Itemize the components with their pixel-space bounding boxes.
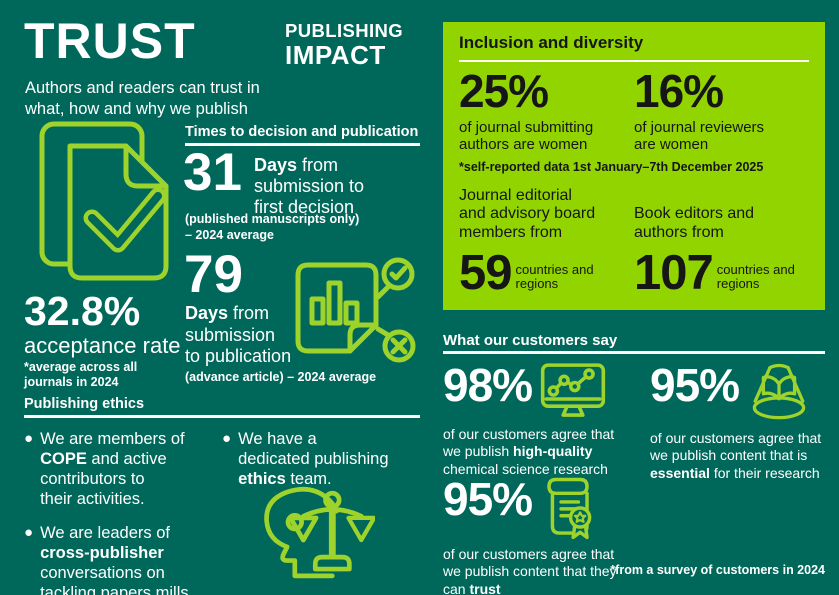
stat-first-decision: 31 Days from submission to first decisio… [183, 143, 365, 219]
program-line1: PUBLISHING [285, 20, 404, 41]
customer-stat-value: 95% [443, 473, 533, 525]
stat-authors-women: 25% of journal submitting authors are wo… [459, 68, 634, 154]
certificate-icon [540, 476, 596, 540]
customer-stat-value: 95% [650, 359, 740, 411]
page-tagline: Authors and readers can trust in what, h… [25, 79, 260, 118]
first-decision-note: (published manuscripts only) – 2024 aver… [185, 212, 360, 243]
inclusion-stats-row: 25% of journal submitting authors are wo… [459, 68, 809, 154]
reach-value: 59 [459, 245, 513, 300]
bullet-dot-icon: ● [24, 430, 34, 447]
publication-value: 79 [184, 245, 243, 304]
acceptance-rate-value: 32.8% [24, 288, 141, 334]
ethics-bullet-text: We are leaders of cross-publisher conver… [40, 523, 194, 595]
book-spotlight-icon [747, 362, 811, 424]
inclusion-leads-row: Journal editorial and advisory board mem… [459, 187, 809, 243]
program-line2: IMPACT [285, 39, 386, 70]
page-title: TRUST [24, 13, 196, 69]
ethics-bullet-text: We are members of COPE and active contri… [40, 430, 185, 509]
ethics-bullet-cope: ● We are members of COPE and active cont… [24, 429, 219, 510]
customer-stat-value: 98% [443, 359, 533, 411]
ethics-bullets-column-1: ● We are members of COPE and active cont… [24, 429, 219, 595]
reach-unit: countries and regions [716, 261, 795, 292]
stat-value: 16% [634, 65, 724, 117]
inclusion-footnote: *self-reported data 1st January–7th Dece… [459, 159, 764, 174]
inclusion-diversity-panel: Inclusion and diversity 25% of journal s… [443, 22, 825, 310]
ethics-section-heading: Publishing ethics [24, 396, 145, 412]
customer-stat-caption: of our customers agree that we publish c… [443, 546, 617, 595]
customer-stat-caption: of our customers agree that we publish c… [650, 430, 822, 481]
customer-stat-high-quality: 98% of our customers agree that we publi… [443, 362, 648, 478]
first-decision-label: Days from submission to first decision [253, 155, 365, 218]
customer-stat-top: 95% [650, 362, 830, 424]
customer-stat-trust: 95% of our customers agree that we publi… [443, 476, 648, 595]
times-section-rule [185, 143, 420, 146]
first-decision-value: 31 [183, 143, 242, 202]
bullet-dot-icon: ● [24, 523, 34, 541]
reach-value: 107 [634, 245, 714, 300]
ethics-section-rule [24, 415, 420, 418]
times-section-heading: Times to decision and publication [185, 124, 419, 140]
ethics-bullets-column-2: ● We have a dedicated publishing ethics … [222, 429, 407, 502]
bullet-dot-icon: ● [222, 430, 232, 447]
stat-reviewers-women: 16% of journal reviewers are women [634, 68, 809, 154]
publication-note: (advance article) – 2024 average [185, 370, 377, 384]
report-review-icon [288, 253, 418, 368]
inclusion-reach-row: 59 countries and regions 107 countries a… [459, 245, 809, 300]
reach-lead-journal: Journal editorial and advisory board mem… [459, 186, 596, 241]
ethics-bullet-cross-publisher: ● We are leaders of cross-publisher conv… [24, 523, 219, 595]
customer-stat-top: 95% [443, 476, 648, 540]
ethics-head-scales-icon [247, 477, 375, 581]
documents-check-icon [26, 116, 178, 288]
program-label: PUBLISHING IMPACT [285, 20, 404, 70]
customer-stat-essential: 95% of our customers agree that we publi… [650, 362, 830, 482]
customer-stat-top: 98% [443, 362, 648, 420]
stat-value: 25% [459, 65, 549, 117]
customers-footnote: *from a survey of customers in 2024 [610, 563, 825, 577]
inclusion-heading: Inclusion and diversity [459, 33, 809, 62]
ethics-bullet-text: We have a dedicated publishing ethics te… [238, 430, 389, 489]
customer-stat-caption: of our customers agree that we publish h… [443, 426, 615, 477]
reach-unit: countries and regions [515, 261, 594, 292]
monitor-chart-icon [540, 362, 606, 420]
reach-books-countries: 107 countries and regions [634, 245, 809, 300]
reach-journal-countries: 59 countries and regions [459, 245, 634, 300]
acceptance-rate-label: acceptance rate [24, 333, 181, 358]
stat-caption: of journal submitting authors are women [459, 119, 594, 154]
customers-section-rule [443, 351, 825, 354]
publication-label: Days from submission to publication [185, 303, 292, 367]
reach-lead-books: Book editors and authors from [634, 205, 755, 241]
customers-section-heading: What our customers say [443, 332, 618, 349]
ethics-bullet-team: ● We have a dedicated publishing ethics … [222, 429, 407, 489]
acceptance-rate-footnote: *average across all journals in 2024 [24, 360, 138, 389]
stat-caption: of journal reviewers are women [634, 119, 765, 154]
